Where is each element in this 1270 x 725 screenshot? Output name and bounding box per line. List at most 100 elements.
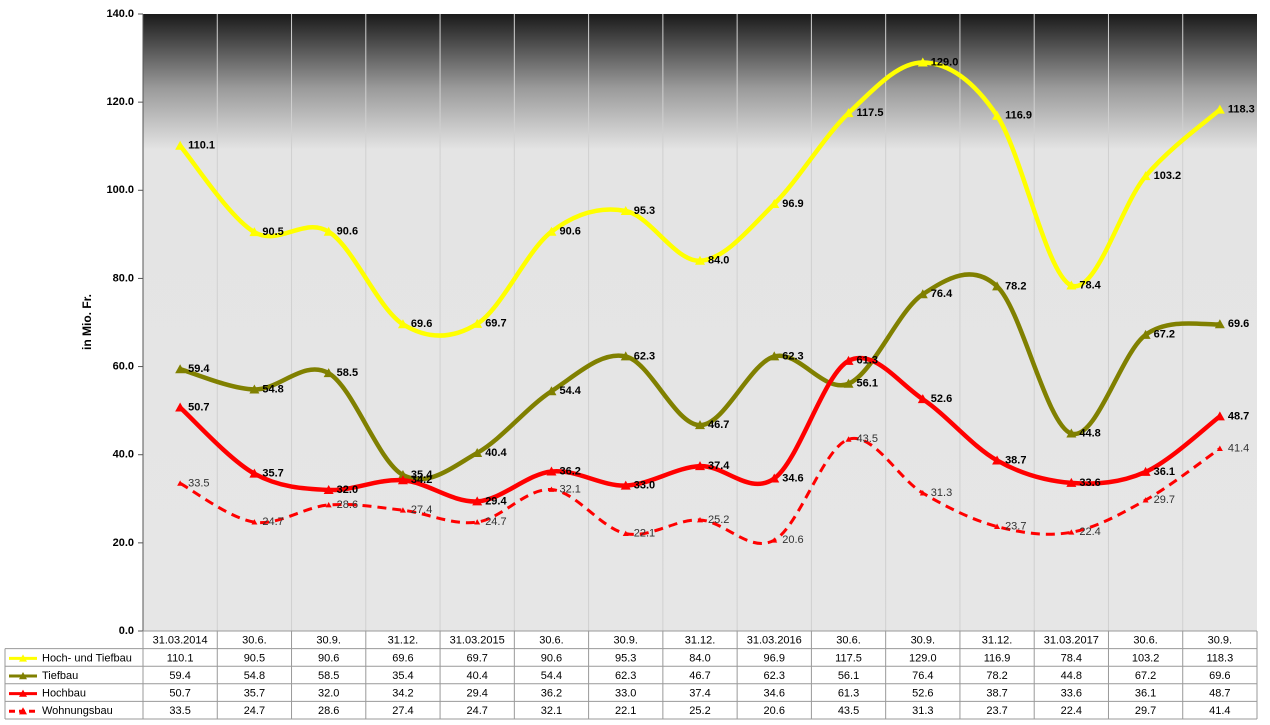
data-marker	[1066, 428, 1077, 438]
data-label: 41.4	[1228, 442, 1249, 454]
data-label: 32.0	[337, 484, 358, 496]
data-label: 116.9	[1005, 110, 1032, 122]
table-cell: 62.3	[615, 670, 636, 682]
table-cell: 40.4	[466, 670, 487, 682]
data-label: 76.4	[931, 288, 953, 300]
data-marker	[399, 507, 406, 513]
data-label: 44.8	[1079, 427, 1100, 439]
table-cell: 20.6	[764, 705, 785, 717]
table-cell: 90.5	[244, 652, 265, 664]
data-label: 37.4	[708, 460, 730, 472]
data-marker	[472, 318, 483, 328]
data-marker	[251, 519, 258, 525]
data-label: 62.3	[782, 350, 803, 362]
table-cell: 44.8	[1061, 670, 1082, 682]
data-label: 34.2	[411, 474, 432, 486]
data-label: 90.6	[337, 226, 358, 238]
table-cell: 58.5	[318, 670, 339, 682]
data-marker	[1214, 319, 1225, 329]
data-label: 23.7	[1005, 520, 1026, 532]
data-marker	[695, 255, 705, 265]
series-line	[178, 355, 1222, 504]
table-cell: 24.7	[244, 705, 265, 717]
data-marker	[622, 530, 629, 537]
data-label: 69.6	[1228, 318, 1249, 330]
data-marker	[845, 436, 852, 442]
data-marker	[620, 480, 631, 490]
table-cell: 35.4	[392, 670, 413, 682]
table-cell: 84.0	[689, 652, 710, 664]
data-label: 50.7	[188, 401, 209, 413]
table-cell: 76.4	[912, 670, 933, 682]
table-cell: 33.0	[615, 688, 636, 700]
data-label: 69.7	[485, 318, 506, 330]
data-marker	[1068, 529, 1075, 535]
legend-marker	[19, 707, 27, 715]
data-label: 22.1	[634, 528, 655, 540]
y-axis-label: in Mio. Fr.	[80, 294, 94, 350]
table-cell: 59.4	[169, 670, 190, 682]
data-marker	[1216, 445, 1223, 451]
y-tick-label: 40.0	[113, 449, 134, 461]
data-marker	[474, 519, 481, 525]
data-marker	[769, 351, 780, 361]
data-label: 22.4	[1079, 526, 1100, 538]
data-label: 38.7	[1005, 454, 1026, 466]
data-label: 32.1	[559, 483, 580, 495]
data-marker	[1140, 466, 1151, 476]
data-marker	[323, 368, 334, 378]
data-label: 78.4	[1079, 279, 1101, 291]
data-marker	[695, 461, 705, 471]
data-marker	[917, 289, 928, 299]
table-cell: 116.9	[984, 652, 1011, 664]
data-marker	[769, 198, 780, 208]
table-cell: 69.6	[392, 652, 413, 664]
x-tick-label: 31.03.2015	[450, 635, 505, 647]
plot-area	[143, 14, 1257, 631]
data-marker	[697, 516, 703, 523]
table-cell: 69.7	[466, 652, 487, 664]
data-label: 29.4	[485, 495, 507, 507]
table-cell: 23.7	[986, 705, 1007, 717]
x-tick-label: 30.9.	[911, 635, 935, 647]
data-marker	[175, 402, 186, 412]
data-marker	[325, 501, 332, 508]
series-line	[179, 272, 1221, 482]
legend-label: Wohnungsbau	[42, 705, 113, 717]
table-cell: 103.2	[1132, 652, 1160, 664]
data-label: 28.6	[337, 499, 358, 511]
data-label: 35.7	[262, 468, 283, 480]
table-cell: 35.7	[244, 688, 265, 700]
y-tick-label: 20.0	[113, 537, 134, 549]
data-marker	[249, 227, 260, 237]
y-tick-label: 80.0	[113, 272, 134, 284]
data-label: 58.5	[337, 367, 358, 379]
data-label: 90.6	[559, 226, 580, 238]
table-cell: 32.0	[318, 688, 339, 700]
data-label: 34.6	[782, 472, 803, 484]
x-tick-label: 30.6.	[836, 635, 860, 647]
table-cell: 90.6	[318, 652, 339, 664]
table-cell: 29.4	[466, 688, 487, 700]
data-marker	[1140, 171, 1151, 181]
data-label: 90.5	[262, 226, 283, 238]
data-marker	[994, 523, 1001, 529]
x-tick-label: 30.9.	[1208, 635, 1232, 647]
data-label: 40.4	[485, 447, 507, 459]
table-cell: 31.3	[912, 705, 933, 717]
y-tick-label: 140.0	[106, 8, 134, 20]
y-tick-label: 100.0	[106, 184, 134, 196]
data-marker	[323, 484, 334, 494]
data-marker	[249, 468, 260, 478]
y-tick-label: 0.0	[119, 625, 134, 637]
y-tick-label: 120.0	[106, 96, 134, 108]
data-marker	[917, 394, 928, 404]
data-marker	[992, 455, 1003, 465]
table-cell: 22.1	[615, 705, 636, 717]
data-marker	[177, 480, 184, 486]
table-cell: 110.1	[167, 652, 194, 664]
data-label: 117.5	[857, 107, 884, 119]
x-tick-label: 30.9.	[613, 635, 637, 647]
x-tick-label: 30.6.	[1133, 635, 1157, 647]
